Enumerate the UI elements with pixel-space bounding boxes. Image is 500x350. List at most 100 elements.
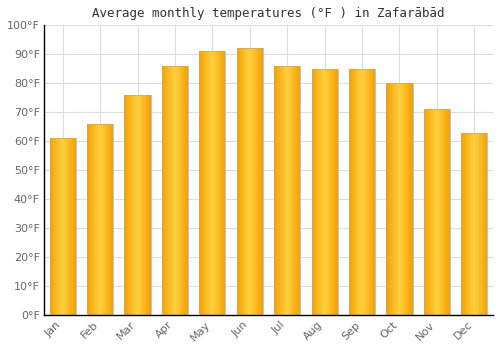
Bar: [50, 139, 76, 315]
Bar: [209, 51, 210, 315]
Bar: [248, 49, 249, 315]
Bar: [200, 51, 202, 315]
Bar: [216, 51, 217, 315]
Bar: [441, 110, 442, 315]
Bar: [349, 69, 350, 315]
Bar: [395, 83, 396, 315]
Bar: [364, 69, 366, 315]
Bar: [372, 69, 373, 315]
Bar: [131, 95, 132, 315]
Bar: [274, 66, 300, 315]
Bar: [259, 49, 260, 315]
Bar: [329, 69, 330, 315]
Bar: [138, 95, 139, 315]
Bar: [224, 51, 225, 315]
Bar: [146, 95, 148, 315]
Bar: [182, 66, 183, 315]
Bar: [288, 66, 289, 315]
Bar: [50, 139, 51, 315]
Bar: [96, 124, 97, 315]
Bar: [396, 83, 397, 315]
Bar: [208, 51, 209, 315]
Bar: [294, 66, 295, 315]
Bar: [238, 49, 240, 315]
Bar: [219, 51, 220, 315]
Bar: [276, 66, 277, 315]
Bar: [284, 66, 286, 315]
Bar: [255, 49, 256, 315]
Bar: [93, 124, 94, 315]
Bar: [390, 83, 391, 315]
Bar: [53, 139, 54, 315]
Bar: [186, 66, 187, 315]
Bar: [94, 124, 95, 315]
Bar: [129, 95, 130, 315]
Bar: [370, 69, 371, 315]
Bar: [466, 133, 467, 315]
Bar: [428, 110, 429, 315]
Bar: [485, 133, 486, 315]
Bar: [299, 66, 300, 315]
Bar: [60, 139, 62, 315]
Title: Average monthly temperatures (°F ) in Zafarābād: Average monthly temperatures (°F ) in Za…: [92, 7, 445, 20]
Bar: [373, 69, 374, 315]
Bar: [88, 124, 89, 315]
Bar: [125, 95, 126, 315]
Bar: [469, 133, 470, 315]
Bar: [58, 139, 59, 315]
Bar: [334, 69, 335, 315]
Bar: [214, 51, 215, 315]
Bar: [179, 66, 180, 315]
Bar: [225, 51, 226, 315]
Bar: [260, 49, 261, 315]
Bar: [359, 69, 360, 315]
Bar: [435, 110, 436, 315]
Bar: [404, 83, 406, 315]
Bar: [408, 83, 410, 315]
Bar: [91, 124, 92, 315]
Bar: [394, 83, 395, 315]
Bar: [142, 95, 143, 315]
Bar: [487, 133, 488, 315]
Bar: [92, 124, 93, 315]
Bar: [87, 124, 113, 315]
Bar: [430, 110, 431, 315]
Bar: [75, 139, 76, 315]
Bar: [328, 69, 329, 315]
Bar: [470, 133, 471, 315]
Bar: [211, 51, 212, 315]
Bar: [163, 66, 164, 315]
Bar: [297, 66, 298, 315]
Bar: [464, 133, 465, 315]
Bar: [246, 49, 247, 315]
Bar: [135, 95, 136, 315]
Bar: [100, 124, 101, 315]
Bar: [429, 110, 430, 315]
Bar: [144, 95, 146, 315]
Bar: [431, 110, 432, 315]
Bar: [287, 66, 288, 315]
Bar: [475, 133, 476, 315]
Bar: [236, 49, 238, 315]
Bar: [66, 139, 68, 315]
Bar: [140, 95, 141, 315]
Bar: [484, 133, 485, 315]
Bar: [170, 66, 171, 315]
Bar: [410, 83, 412, 315]
Bar: [357, 69, 358, 315]
Bar: [448, 110, 450, 315]
Bar: [424, 110, 450, 315]
Bar: [251, 49, 252, 315]
Bar: [432, 110, 433, 315]
Bar: [275, 66, 276, 315]
Bar: [187, 66, 188, 315]
Bar: [315, 69, 316, 315]
Bar: [482, 133, 483, 315]
Bar: [478, 133, 479, 315]
Bar: [68, 139, 69, 315]
Bar: [400, 83, 401, 315]
Bar: [167, 66, 168, 315]
Bar: [481, 133, 482, 315]
Bar: [392, 83, 393, 315]
Bar: [358, 69, 359, 315]
